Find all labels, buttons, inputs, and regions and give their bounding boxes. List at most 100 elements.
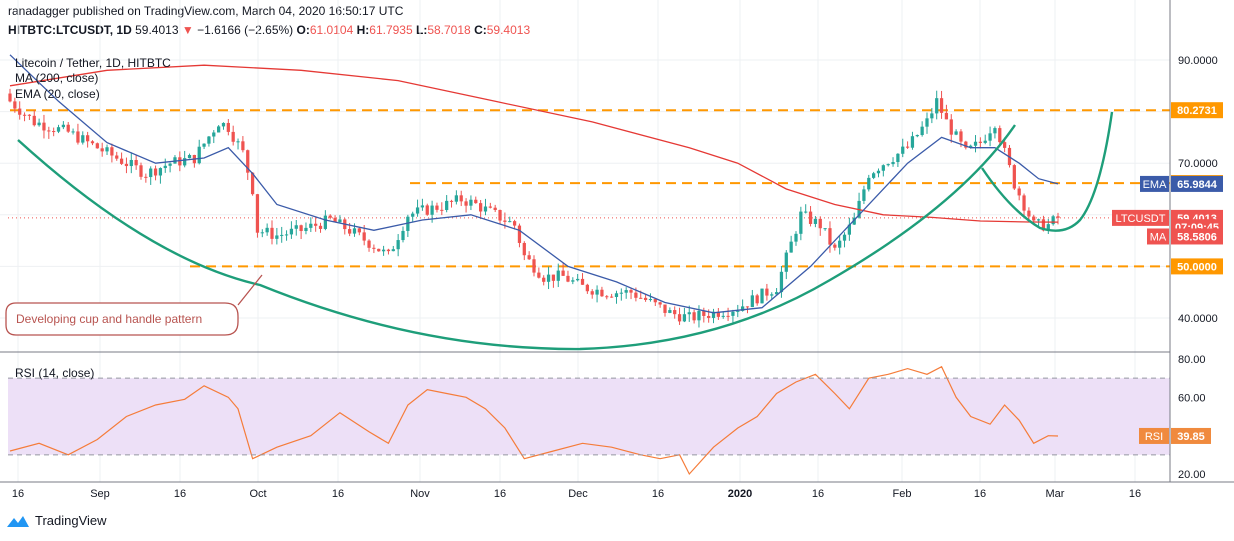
candle-body bbox=[381, 249, 386, 252]
candle-body bbox=[532, 259, 536, 273]
candle-body bbox=[474, 199, 478, 204]
candle-body bbox=[265, 227, 269, 233]
candle-body bbox=[440, 209, 444, 211]
candle-body bbox=[1017, 188, 1021, 196]
candle-body bbox=[726, 315, 730, 317]
candle-body bbox=[250, 172, 255, 195]
rsi-tick-label: 20.00 bbox=[1178, 469, 1206, 481]
candle-body bbox=[920, 126, 924, 136]
annotation-text: Developing cup and handle pattern bbox=[16, 312, 202, 326]
price-tick-label: 90.0000 bbox=[1178, 55, 1218, 67]
price-label-box bbox=[1171, 258, 1223, 275]
candle-body bbox=[124, 163, 129, 167]
candle-body bbox=[566, 275, 570, 282]
rsi-value-box bbox=[1171, 427, 1211, 444]
rsi-tick-label: 60.00 bbox=[1178, 392, 1206, 404]
candle-body bbox=[153, 168, 158, 176]
candle-body bbox=[348, 229, 352, 234]
candle-body bbox=[556, 270, 560, 281]
candle-body bbox=[745, 306, 750, 308]
candle-body bbox=[449, 200, 454, 202]
candle-body bbox=[610, 296, 614, 298]
candle-body bbox=[207, 136, 211, 144]
candle-body bbox=[954, 131, 958, 135]
candle-body bbox=[173, 157, 177, 164]
price-label-box bbox=[1171, 175, 1223, 192]
price-tick-label: 70.0000 bbox=[1178, 158, 1218, 170]
candle-body bbox=[386, 249, 391, 252]
time-tick-label: Sep bbox=[90, 488, 110, 500]
price-label-tag bbox=[1147, 228, 1169, 245]
tradingview-logo-icon bbox=[7, 515, 29, 527]
candle-body bbox=[993, 128, 997, 134]
candle-body bbox=[750, 295, 754, 308]
candle-body bbox=[401, 230, 405, 241]
candle-body bbox=[1007, 147, 1012, 166]
candle-body bbox=[459, 195, 463, 202]
candle-body bbox=[284, 234, 289, 236]
time-tick-label: Oct bbox=[249, 488, 266, 500]
candle-body bbox=[411, 213, 415, 217]
price-tick-label: 50.0000 bbox=[1178, 261, 1218, 273]
low-value: 58.7018 bbox=[427, 23, 471, 37]
price-change: −1.6166 (−2.65%) bbox=[197, 23, 294, 37]
ohlc-line: HITBTC:LTCUSDT, 1D 59.4013 ▼ −1.6166 (−2… bbox=[8, 23, 530, 37]
candle-body bbox=[294, 225, 298, 229]
candle-body bbox=[52, 131, 56, 133]
candle-body bbox=[648, 299, 653, 301]
ma200-line bbox=[9, 64, 1059, 223]
price-label-value: 07:09:45 bbox=[1175, 222, 1219, 234]
candle-body bbox=[430, 205, 434, 215]
price-label-box bbox=[1171, 228, 1223, 245]
candle-body bbox=[352, 228, 357, 234]
candle-body bbox=[425, 205, 429, 215]
price-label-value: 65.9844 bbox=[1177, 179, 1218, 191]
candle-body bbox=[770, 294, 774, 296]
candle-body bbox=[741, 306, 745, 311]
candle-body bbox=[537, 272, 541, 278]
candle-body bbox=[454, 195, 458, 202]
candle-body bbox=[129, 159, 133, 167]
candle-body bbox=[488, 206, 492, 208]
candle-body bbox=[842, 234, 847, 241]
candle-body bbox=[658, 302, 662, 305]
candle-body bbox=[576, 278, 580, 281]
candle-body bbox=[896, 153, 900, 163]
candle-body bbox=[221, 122, 226, 127]
handle-curve bbox=[981, 111, 1114, 232]
time-tick-label: 16 bbox=[652, 488, 664, 500]
time-tick-label: 16 bbox=[174, 488, 186, 500]
price-label-box bbox=[1171, 175, 1223, 192]
candle-body bbox=[862, 189, 866, 201]
candle-body bbox=[197, 146, 201, 164]
candle-body bbox=[178, 157, 182, 166]
candle-body bbox=[95, 143, 99, 149]
candle-body bbox=[517, 225, 522, 243]
candle-body bbox=[799, 211, 803, 234]
time-tick-label: 16 bbox=[812, 488, 824, 500]
price-label-value: 50.0000 bbox=[1177, 261, 1217, 273]
price-tick-label: 80.0000 bbox=[1178, 107, 1218, 119]
candle-body bbox=[508, 221, 512, 223]
candle-body bbox=[551, 274, 556, 281]
candle-body bbox=[309, 223, 313, 228]
candle-body bbox=[731, 311, 735, 316]
candle-body bbox=[804, 211, 808, 213]
open-value: 61.0104 bbox=[309, 23, 354, 37]
candle-body bbox=[794, 233, 798, 242]
candle-body bbox=[668, 310, 672, 313]
tradingview-logo[interactable]: TradingView bbox=[6, 513, 107, 528]
candle-body bbox=[56, 127, 61, 132]
candle-body bbox=[115, 155, 119, 159]
candle-body bbox=[643, 297, 648, 300]
candle-body bbox=[13, 101, 17, 109]
candle-body bbox=[255, 194, 260, 233]
candle-body bbox=[81, 135, 85, 143]
candle-body bbox=[876, 170, 881, 174]
time-tick-label: Feb bbox=[893, 488, 912, 500]
time-tick-label: 16 bbox=[494, 488, 506, 500]
candle-body bbox=[76, 131, 80, 143]
candle-body bbox=[187, 154, 192, 159]
candle-body bbox=[435, 205, 439, 210]
